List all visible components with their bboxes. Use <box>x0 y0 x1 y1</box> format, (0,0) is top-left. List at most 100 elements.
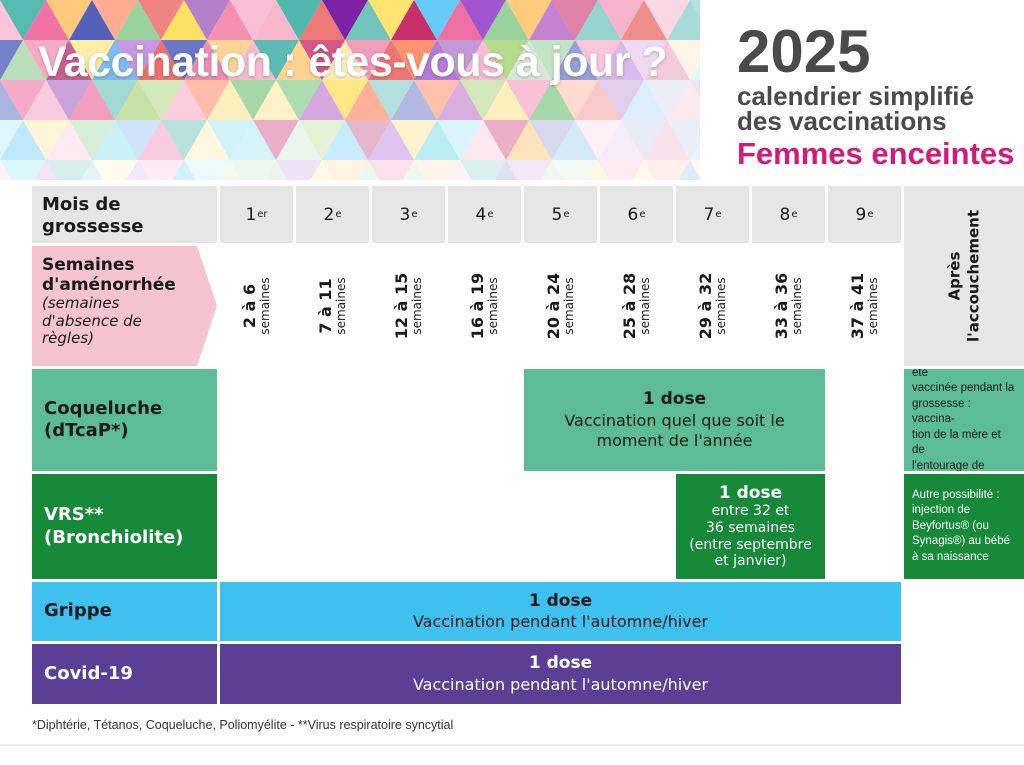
mosaic-triangle <box>0 160 12 180</box>
mosaic-triangle <box>138 40 184 80</box>
dose-detail: entre 32 et <box>711 503 790 520</box>
mosaic-triangle <box>391 80 437 120</box>
mosaic-triangle <box>483 120 529 160</box>
dose-detail: Vaccination quel que soit le <box>564 410 785 430</box>
mosaic-triangle <box>138 120 184 160</box>
dose-detail: (entre septembre <box>689 536 812 553</box>
mosaic-triangle <box>207 120 253 160</box>
mosaic-triangle <box>552 0 598 40</box>
empty-cell <box>220 474 293 579</box>
amenorrhea-row-header: Semaines d'aménorrhée (semaines d'absenc… <box>42 255 202 365</box>
mosaic-triangle <box>621 0 667 40</box>
grippe-row-header: Grippe <box>32 582 217 641</box>
mosaic-triangle <box>92 160 138 180</box>
after-birth-label-line-1: Après <box>945 251 964 301</box>
mosaic-triangle <box>552 160 598 180</box>
coqueluche-row-header: Coqueluche (dTcaP*) <box>32 369 217 471</box>
divider <box>0 744 1024 746</box>
mosaic-triangle <box>230 80 276 120</box>
mosaic-triangle <box>253 80 299 120</box>
mosaic-triangle <box>575 40 621 80</box>
mosaic-triangle <box>529 120 575 160</box>
mosaic-triangle <box>690 62 700 80</box>
mosaic-triangle <box>276 80 322 120</box>
mosaic-triangle <box>184 120 230 160</box>
mosaic-triangle <box>0 120 46 160</box>
mosaic-triangle <box>356 160 380 180</box>
mosaic-triangle <box>299 0 345 40</box>
empty-cell <box>524 474 597 579</box>
mosaic-triangle <box>184 0 230 40</box>
mosaic-triangle <box>621 80 667 120</box>
dose-detail: et janvier) <box>714 553 787 570</box>
mosaic-triangle <box>161 40 207 80</box>
mosaic-triangle <box>667 0 700 40</box>
mosaic-triangle <box>391 120 437 160</box>
vrs-sublabel: (Bronchiolite) <box>44 526 184 548</box>
mosaic-triangle <box>414 0 460 40</box>
mosaic-triangle <box>460 120 506 160</box>
mosaic-triangle <box>322 40 368 80</box>
mosaic-triangle <box>126 160 150 180</box>
mosaic-triangle <box>368 80 414 120</box>
mosaic-triangle <box>621 120 667 160</box>
mosaic-triangle <box>276 120 322 160</box>
mosaic-triangle <box>92 40 138 80</box>
mosaic-triangle <box>598 120 644 160</box>
mosaic-triangle <box>437 120 483 160</box>
subtitle-line-2: des vaccinations <box>737 106 947 136</box>
mosaic-triangle <box>506 120 552 160</box>
note-line: vaccinée pendant la <box>912 382 1015 395</box>
empty-cell <box>600 474 673 579</box>
note-line: Si la mère n'a pas été <box>912 369 928 379</box>
mosaic-triangle <box>644 160 690 180</box>
mosaic-triangle <box>437 0 483 40</box>
covid-label: Covid-19 <box>44 662 133 684</box>
mosaic-triangle <box>494 160 518 180</box>
empty-cell <box>372 369 445 471</box>
vrs-row-header: VRS** (Bronchiolite) <box>32 474 217 579</box>
mosaic-triangle <box>506 80 552 120</box>
mosaic-triangle <box>46 80 92 120</box>
empty-cell <box>448 474 521 579</box>
coqueluche-sublabel: (dTcaP*) <box>44 420 129 441</box>
mosaic-triangle <box>264 160 288 180</box>
note-line: à sa naissance <box>912 550 989 563</box>
mosaic-triangle <box>0 120 23 160</box>
weeks-cell: 16 à 19 semaines <box>448 246 521 366</box>
mosaic-triangle <box>184 80 230 120</box>
weeks-cell: 12 à 15 semaines <box>372 246 445 366</box>
mosaic-triangle <box>391 40 437 80</box>
mosaic-triangle <box>460 0 506 40</box>
weeks-cell: 25 à 28 semaines <box>600 246 673 366</box>
mosaic-triangle <box>483 40 529 80</box>
dose-count: 1 dose <box>642 389 707 410</box>
mosaic-triangle <box>540 160 564 180</box>
mosaic-triangle <box>460 40 506 80</box>
footnote: *Diphtérie, Tétanos, Coqueluche, Poliomy… <box>32 718 454 732</box>
mosaic-triangle <box>46 40 92 80</box>
mosaic-triangle <box>368 160 414 180</box>
mosaic-triangle <box>69 80 115 120</box>
mosaic-triangle <box>345 40 391 80</box>
dose-count: 1 dose <box>528 653 593 674</box>
mosaic-triangle <box>0 0 46 40</box>
mosaic-triangle <box>230 0 276 40</box>
empty-cell <box>828 474 901 579</box>
mosaic-triangle <box>207 40 253 80</box>
dose-detail: moment de l'année <box>596 430 753 450</box>
mosaic-triangle <box>552 80 598 120</box>
mosaic-triangle <box>80 160 104 180</box>
amenorrhea-label-background <box>32 246 217 366</box>
page-title: Vaccination : êtes-vous à jour ? <box>38 38 668 86</box>
mosaic-triangle <box>46 160 92 180</box>
mosaic-triangle <box>230 40 276 80</box>
weeks-cell: 7 à 11 semaines <box>296 246 369 366</box>
dose-count: 1 dose <box>528 590 593 611</box>
amenorrhea-label-note: (semaines d'absence de règles) <box>42 294 142 348</box>
mosaic-triangle <box>161 120 207 160</box>
